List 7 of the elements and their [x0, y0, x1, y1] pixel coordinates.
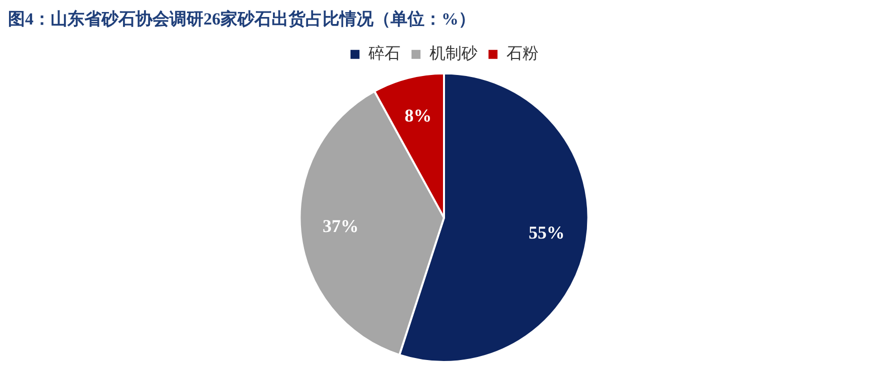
data-label: 37%	[322, 216, 359, 236]
data-label: 8%	[404, 106, 432, 126]
chart-title: 图4：山东省砂石协会调研26家砂石出货占比情况（单位：%）	[8, 10, 476, 29]
data-label: 55%	[528, 222, 565, 243]
legend-label: 机制砂	[430, 44, 478, 63]
legend-label: 石粉	[506, 44, 538, 63]
legend-label: 碎石	[368, 44, 400, 63]
